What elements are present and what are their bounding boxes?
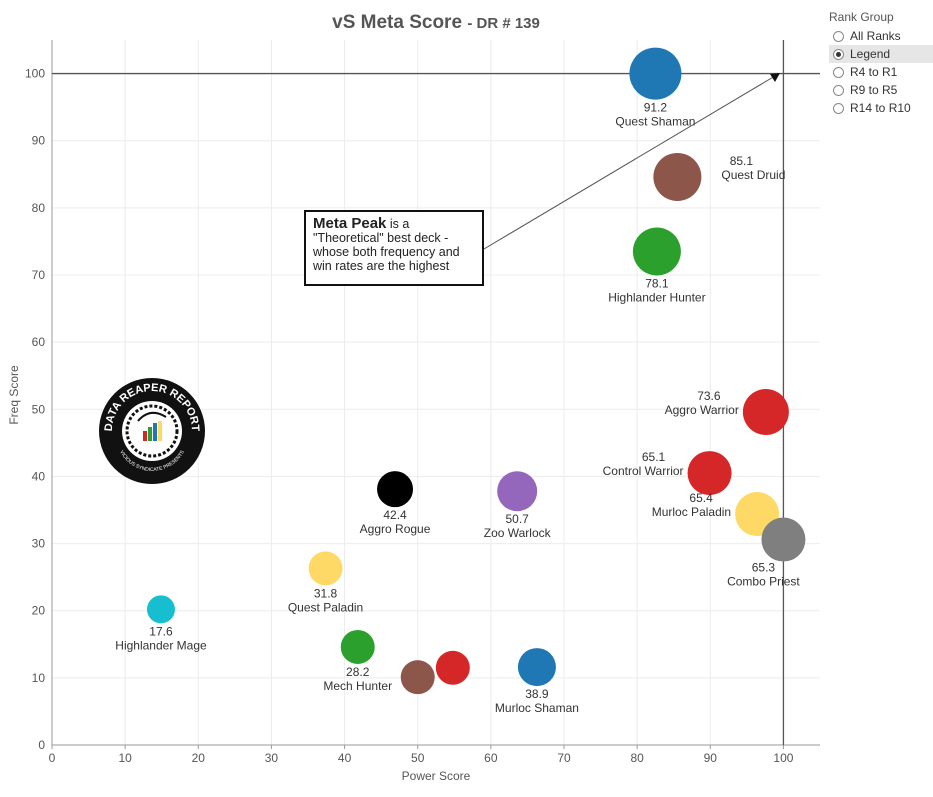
radio-icon[interactable] — [833, 30, 844, 42]
point-name-label: Zoo Warlock — [484, 526, 552, 540]
y-tick-label: 50 — [32, 402, 46, 416]
point-score-label: 65.1 — [642, 450, 666, 464]
legend-option-label: Legend — [850, 47, 891, 61]
y-tick-label: 60 — [32, 335, 46, 349]
point-score-label: 31.8 — [314, 586, 338, 600]
chart-title: vS Meta Score - DR # 139 — [332, 12, 540, 33]
x-tick-label: 0 — [49, 751, 56, 765]
point-name-label: Quest Paladin — [288, 600, 363, 614]
annotation-text: is a "Theoretical" best deck - whose bot… — [313, 217, 460, 273]
data-point — [435, 650, 470, 685]
point-name-label: Highlander Hunter — [608, 291, 705, 305]
point-score-label: 65.4 — [689, 491, 713, 505]
x-tick-label: 80 — [630, 751, 644, 765]
x-axis-label: Power Score — [402, 769, 471, 783]
point-score-label: 50.7 — [506, 512, 530, 526]
data-point — [340, 629, 375, 664]
legend-option[interactable]: R9 to R5 — [829, 81, 933, 99]
radio-icon[interactable] — [833, 84, 844, 96]
legend-option-label: R4 to R1 — [850, 65, 898, 79]
annotation-arrow-head — [770, 73, 780, 82]
x-tick-label: 100 — [773, 751, 793, 765]
x-tick-label: 10 — [118, 751, 132, 765]
data-point — [400, 660, 435, 695]
point-score-label: 17.6 — [149, 624, 173, 638]
radio-icon[interactable] — [833, 48, 844, 60]
y-tick-label: 80 — [32, 201, 46, 215]
point-name-label: Control Warrior — [603, 464, 684, 478]
legend-option[interactable]: Legend — [829, 45, 933, 63]
x-tick-label: 70 — [557, 751, 571, 765]
point-name-label: Mech Hunter — [323, 679, 392, 693]
legend-option[interactable]: R4 to R1 — [829, 63, 933, 81]
axes: 0 10 20 30 40 50 60 70 80 90 100 0 10 20 30 40 50 60 70 80 9… — [25, 40, 820, 765]
radio-icon[interactable] — [833, 102, 844, 114]
data-point — [761, 517, 806, 562]
x-tick-label: 30 — [265, 751, 279, 765]
legend-option[interactable]: R14 to R10 — [829, 99, 933, 117]
y-tick-label: 0 — [38, 738, 45, 752]
point-score-label: 65.3 — [752, 561, 776, 575]
data-point — [687, 451, 732, 496]
point-score-label: 42.4 — [383, 508, 407, 522]
chart-title-main: vS Meta Score — [332, 12, 463, 33]
x-tick-label: 40 — [338, 751, 352, 765]
x-tick-label: 20 — [192, 751, 206, 765]
point-name-label: Murloc Paladin — [652, 505, 731, 519]
point-score-label: 91.2 — [644, 101, 668, 115]
data-point — [497, 471, 538, 512]
legend-option-label: R9 to R5 — [850, 83, 898, 97]
point-name-label: Quest Shaman — [615, 115, 695, 129]
point-score-label: 85.1 — [730, 154, 754, 168]
y-tick-label: 70 — [32, 268, 46, 282]
x-tick-label: 90 — [704, 751, 718, 765]
point-score-label: 73.6 — [697, 389, 721, 403]
point-name-label: Aggro Rogue — [360, 522, 431, 536]
rank-group-legend: Rank Group All Ranks Legend R4 to R1 R9 to … — [829, 10, 933, 117]
y-tick-label: 100 — [25, 67, 45, 81]
point-score-label: 38.9 — [525, 687, 549, 701]
x-tick-label: 50 — [411, 751, 425, 765]
reference-lines — [52, 40, 820, 745]
chart-subtitle: DR # 139 — [476, 15, 540, 32]
point-score-label: 28.2 — [346, 665, 370, 679]
radio-icon[interactable] — [833, 66, 844, 78]
meta-peak-annotation: Meta Peak is a "Theoretical" best deck -… — [304, 210, 484, 286]
point-name-label: Combo Priest — [727, 575, 800, 589]
annotation-bold: Meta Peak — [313, 215, 387, 232]
y-tick-label: 10 — [32, 671, 46, 685]
y-axis-label: Freq Score — [7, 365, 21, 425]
annotation-arrow-line — [483, 75, 776, 250]
point-name-label: Murloc Shaman — [495, 701, 579, 715]
y-tick-label: 30 — [32, 537, 46, 551]
data-point — [742, 388, 789, 435]
data-point — [146, 595, 175, 624]
point-score-label: 78.1 — [645, 277, 669, 291]
y-tick-label: 20 — [32, 604, 46, 618]
y-tick-label: 90 — [32, 134, 46, 148]
legend-option[interactable]: All Ranks — [829, 27, 933, 45]
x-tick-label: 60 — [484, 751, 498, 765]
data-point — [653, 152, 702, 201]
point-name-label: Aggro Warrior — [665, 403, 739, 417]
data-point — [629, 47, 682, 100]
data-reaper-report-logo: DATA REAPER REPORT VICIOUS SYNDICATE PRE… — [99, 378, 205, 484]
legend-option-label: R14 to R10 — [850, 101, 911, 115]
legend-option-label: All Ranks — [850, 29, 901, 43]
y-tick-label: 40 — [32, 469, 46, 483]
point-name-label: Highlander Mage — [115, 638, 207, 652]
data-point — [377, 471, 414, 508]
data-point — [308, 551, 343, 586]
data-point — [517, 648, 556, 687]
data-points — [146, 47, 806, 695]
data-point — [632, 227, 681, 276]
point-name-label: Quest Druid — [721, 168, 785, 182]
legend-title: Rank Group — [829, 10, 894, 24]
